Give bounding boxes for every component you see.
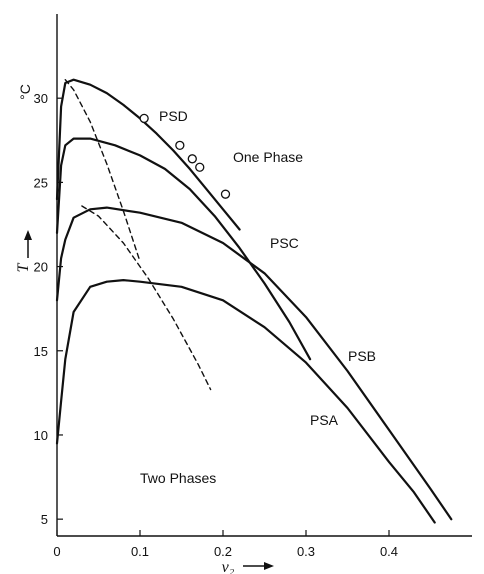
x-tick-label: 0.1 xyxy=(131,544,149,559)
axes xyxy=(56,14,472,537)
y-tick-label: 30 xyxy=(34,91,48,106)
series-line-psa xyxy=(55,279,436,524)
x-tick-label: 0.3 xyxy=(297,544,315,559)
y-axis-label: T xyxy=(15,262,32,272)
x-axis-label: v₂ xyxy=(222,559,235,574)
y-unit-label: °C xyxy=(17,84,33,100)
data-point-marker xyxy=(175,140,185,150)
y-tick-label: 25 xyxy=(34,175,48,190)
curve-label-psb: PSB xyxy=(348,348,376,364)
y-tick-label: 20 xyxy=(34,260,48,275)
y-ticks: 5 10 15 20 25 30 xyxy=(34,91,63,527)
data-point-marker xyxy=(195,162,205,172)
dashed-boundary-line-4 xyxy=(64,78,141,263)
one-phase-label: One Phase xyxy=(233,149,303,165)
x-ticks: 0 0.1 0.2 0.3 0.4 xyxy=(53,530,398,559)
curve-label-psc: PSC xyxy=(270,235,299,251)
curve-label-psd: PSD xyxy=(159,108,188,124)
y-tick-label: 10 xyxy=(34,428,48,443)
series-line-psc xyxy=(55,137,312,361)
x-tick-label: 0.2 xyxy=(214,544,232,559)
y-tick-label: 5 xyxy=(41,512,48,527)
y-axis-title-group: T xyxy=(15,230,32,272)
x-axis-title-group: v₂ xyxy=(222,559,274,574)
data-point-marker xyxy=(139,113,149,124)
marker-layer xyxy=(139,113,231,199)
dashed-boundary-line-5 xyxy=(81,205,212,391)
y-tick-label: 15 xyxy=(34,344,48,359)
y-axis-arrow-icon xyxy=(24,230,32,240)
two-phases-label: Two Phases xyxy=(140,470,216,486)
x-axis-arrow-icon xyxy=(264,562,274,570)
x-tick-label: 0 xyxy=(53,544,60,559)
x-tick-label: 0.4 xyxy=(380,544,398,559)
curve-label-psa: PSA xyxy=(310,412,339,428)
series-layer xyxy=(55,78,453,524)
data-point-marker xyxy=(220,189,231,199)
data-point-marker xyxy=(187,154,197,164)
series-line-psb xyxy=(55,206,453,521)
